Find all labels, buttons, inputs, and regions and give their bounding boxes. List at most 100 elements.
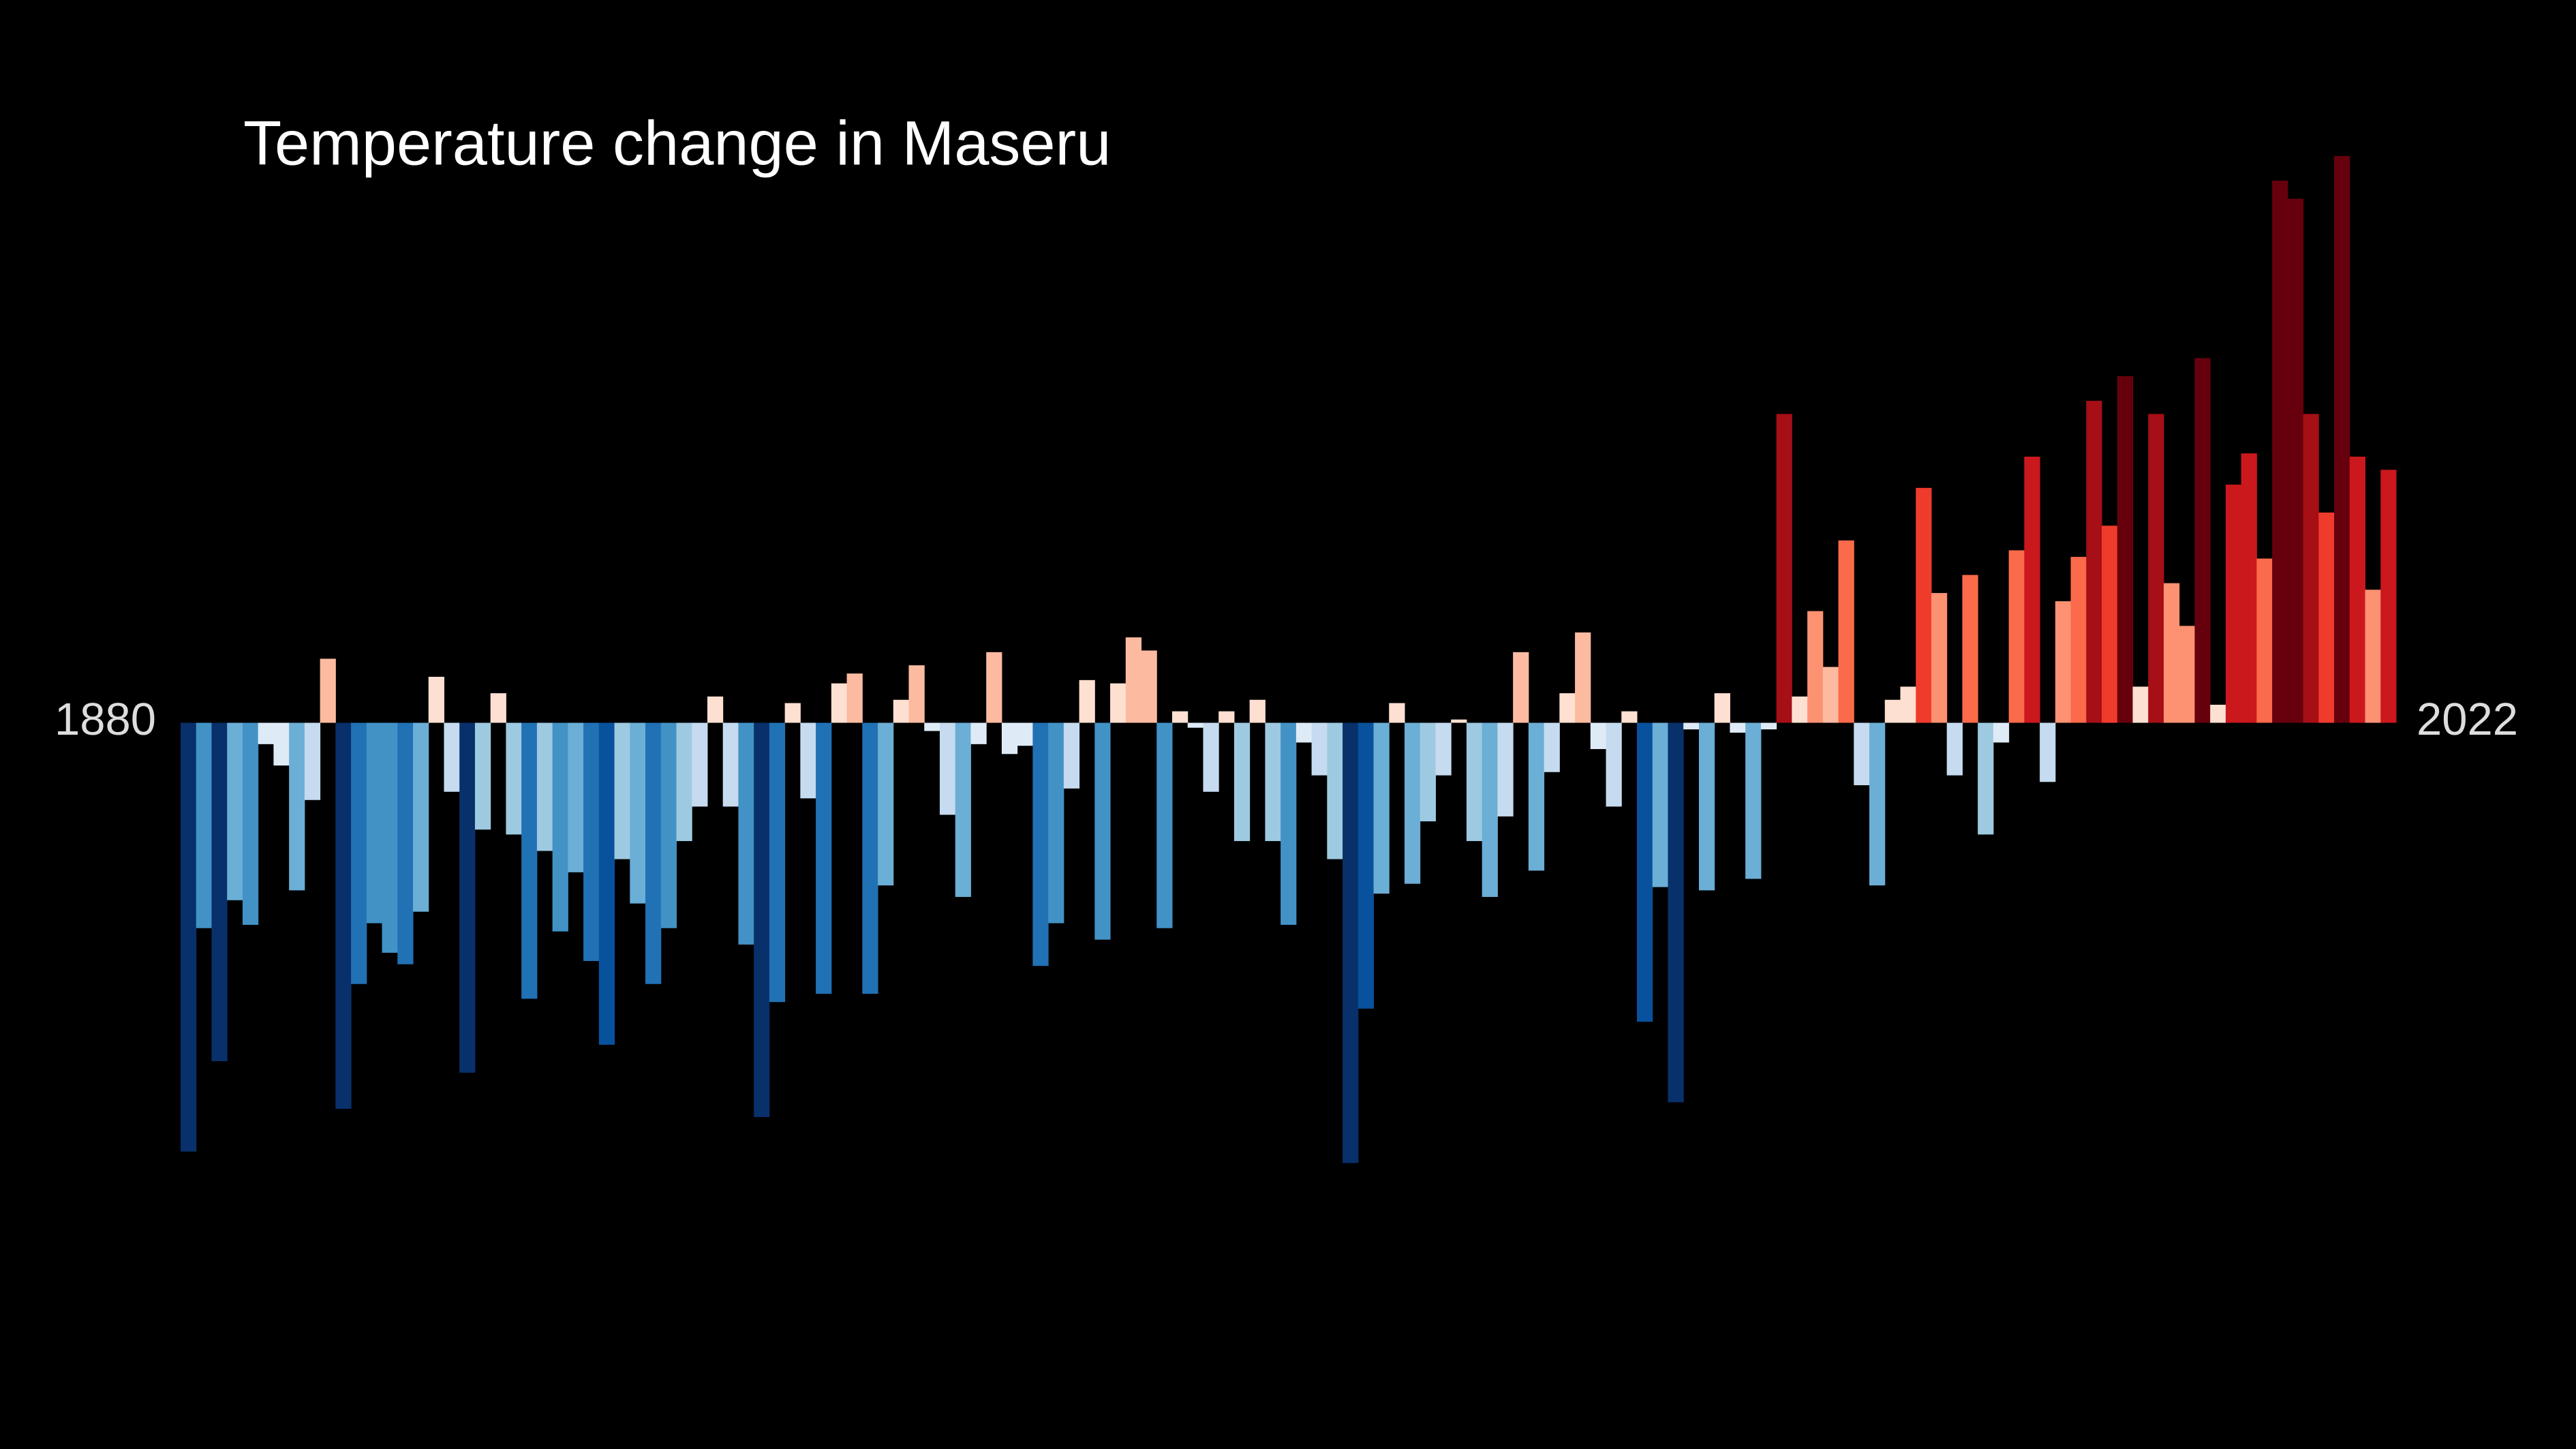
bar: [692, 722, 708, 807]
bar: [1931, 593, 1948, 723]
bar: [1993, 722, 2010, 743]
bar: [784, 703, 801, 723]
bar: [1745, 722, 1762, 879]
bar: [769, 722, 786, 1003]
bar: [939, 722, 956, 815]
bar: [1575, 632, 1591, 723]
bar: [1125, 637, 1142, 723]
bar: [707, 696, 724, 723]
bar: [428, 677, 444, 723]
bar: [490, 693, 506, 723]
bar: [2163, 583, 2180, 723]
bar: [397, 722, 414, 964]
bar: [506, 722, 522, 835]
bar: [2349, 457, 2366, 723]
bar: [970, 722, 987, 744]
bar: [816, 722, 832, 994]
bar: [568, 722, 584, 872]
bar: [1637, 722, 1653, 1022]
bar: [444, 722, 460, 792]
bar: [1203, 722, 1219, 792]
bar: [258, 722, 274, 744]
bar: [1343, 722, 1359, 1163]
bar: [320, 658, 336, 723]
bar: [583, 722, 600, 961]
bar: [1327, 722, 1343, 859]
bar: [2225, 485, 2242, 723]
bar: [1482, 722, 1498, 897]
bar: [1869, 722, 1886, 886]
bar: [1233, 722, 1251, 842]
bar: [1451, 719, 1467, 723]
bar: [1032, 722, 1049, 966]
bar: [2070, 557, 2087, 723]
bar: [660, 722, 677, 928]
bar: [1373, 722, 1390, 894]
chart-title: Temperature change in Maseru: [243, 108, 1111, 178]
bar: [2334, 155, 2350, 723]
bar: [908, 665, 925, 723]
bar: [1528, 722, 1545, 871]
bar: [1141, 650, 1157, 723]
bar: [1311, 722, 1328, 776]
bar: [2272, 181, 2288, 723]
bar: [754, 722, 770, 1117]
bar: [382, 722, 398, 953]
bar: [2241, 453, 2257, 723]
bar: [676, 722, 692, 842]
bar: [2380, 470, 2397, 723]
bar: [552, 722, 568, 932]
bar: [1652, 722, 1668, 887]
bar: [1668, 722, 1684, 1103]
bar: [1807, 611, 1824, 723]
bar: [645, 722, 662, 984]
bar: [1405, 722, 1421, 884]
bar: [1389, 703, 1405, 723]
category-label: 1880: [55, 694, 156, 745]
bar: [1265, 722, 1281, 842]
bar: [800, 722, 816, 799]
bar: [289, 722, 305, 891]
bar: [2024, 457, 2040, 723]
bar: [2365, 590, 2381, 723]
bar: [831, 683, 848, 723]
bar: [2008, 550, 2025, 723]
bar: [2132, 686, 2149, 723]
bar: [413, 722, 429, 912]
bar: [2102, 525, 2118, 723]
bar: [1730, 722, 1746, 733]
bar: [1420, 722, 1436, 822]
bar: [366, 722, 383, 924]
bar: [878, 722, 894, 886]
bar: [1590, 722, 1607, 750]
bar: [2148, 414, 2164, 723]
bar: [1094, 722, 1111, 940]
bar: [196, 722, 212, 928]
bar: [846, 673, 863, 723]
bar: [474, 722, 491, 830]
bar: [1048, 722, 1064, 924]
bar: [242, 722, 259, 925]
bar: [2287, 198, 2304, 723]
category-label: 2022: [2417, 694, 2518, 745]
bar: [1978, 722, 1994, 835]
bar: [986, 652, 1002, 723]
bar: [459, 722, 476, 1073]
bar: [1900, 686, 1916, 723]
bar: [924, 722, 940, 731]
bar: [2210, 704, 2226, 723]
bar: [1776, 414, 1792, 723]
bar: [2303, 414, 2319, 723]
bar: [1249, 699, 1266, 723]
bar: [893, 699, 910, 723]
bar: [1017, 722, 1033, 746]
bar: [1497, 722, 1514, 817]
bar: [351, 722, 367, 984]
bar: [1063, 722, 1080, 789]
bar: [181, 722, 197, 1152]
bar: [1946, 722, 1963, 776]
bar: [211, 722, 228, 1062]
bar: [1698, 722, 1715, 891]
